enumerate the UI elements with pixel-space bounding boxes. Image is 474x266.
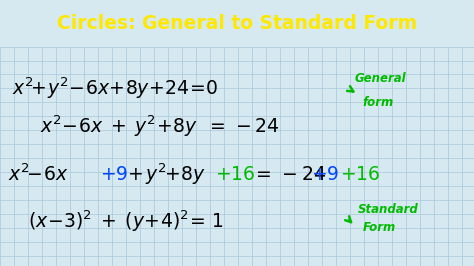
Text: $=\,-24$: $=\,-24$	[252, 165, 326, 184]
Text: General: General	[355, 72, 407, 85]
Text: form: form	[362, 96, 393, 109]
Text: $x^2\!-\!6x\;+\;y^2\!+\!8y\;\;=\,-24$: $x^2\!-\!6x\;+\;y^2\!+\!8y\;\;=\,-24$	[40, 114, 280, 139]
Text: $+9$: $+9$	[311, 165, 339, 184]
Text: Circles: General to Standard Form: Circles: General to Standard Form	[57, 14, 417, 33]
Text: Form: Form	[363, 221, 396, 234]
Text: $+\,y^2\!\!+\!8y$: $+\,y^2\!\!+\!8y$	[127, 161, 206, 187]
Text: $x^2\!\!-\!6x$: $x^2\!\!-\!6x$	[8, 164, 68, 185]
Text: $+9$: $+9$	[100, 165, 128, 184]
Text: $+16$: $+16$	[215, 165, 255, 184]
Text: $(x\!-\!3)^2\;+\;(y\!+\!4)^2\!=\,1$: $(x\!-\!3)^2\;+\;(y\!+\!4)^2\!=\,1$	[28, 208, 224, 234]
Text: Standard: Standard	[358, 203, 419, 216]
Text: $x^2\!\!+\!y^2\!-\!6x\!+\!8y\!+\!24\!=\!0$: $x^2\!\!+\!y^2\!-\!6x\!+\!8y\!+\!24\!=\!…	[12, 76, 219, 101]
Text: $+16$: $+16$	[340, 165, 381, 184]
